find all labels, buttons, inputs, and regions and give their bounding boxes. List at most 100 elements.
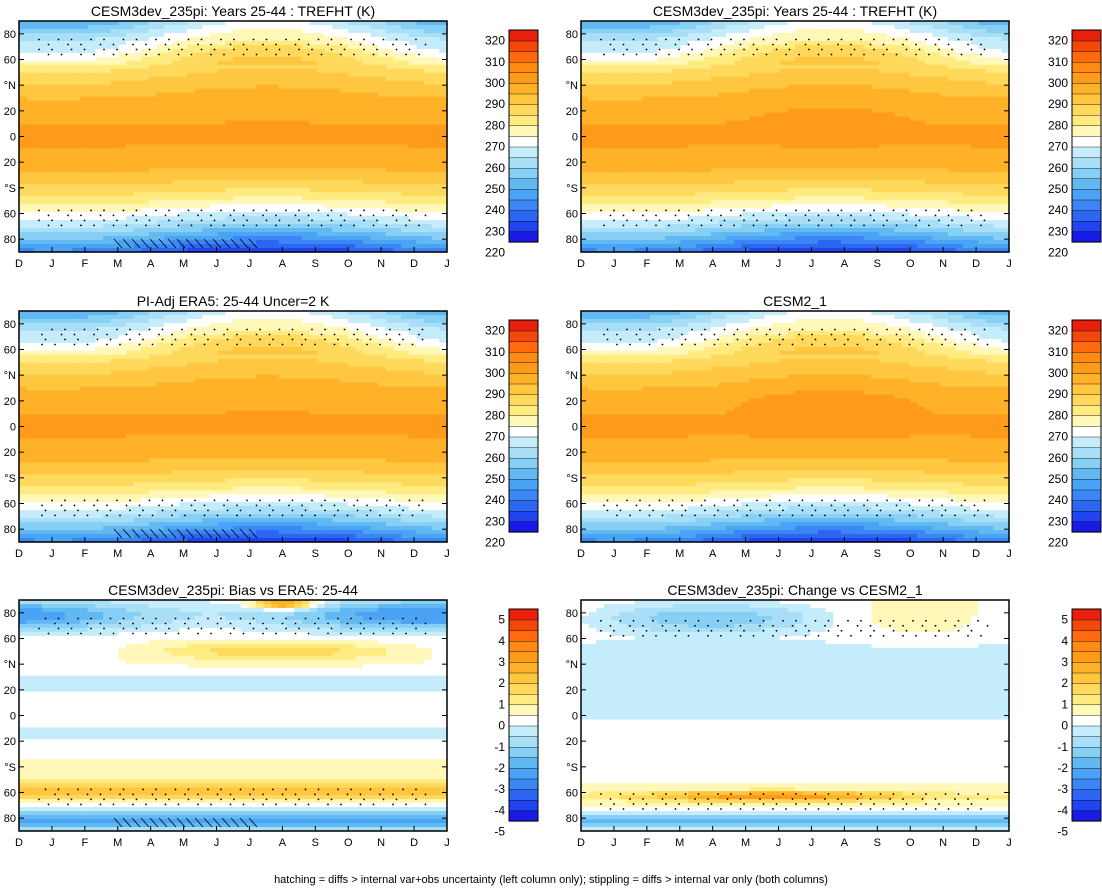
heatmap-cell (294, 176, 303, 181)
heatmap-cell (672, 104, 681, 110)
heatmap-cell (764, 64, 773, 70)
heatmap-cell (665, 48, 674, 54)
heatmap-cell (642, 40, 651, 46)
heatmap-cell (370, 40, 379, 46)
heatmap-cell (49, 240, 58, 245)
heatmap-cell (309, 48, 318, 54)
heatmap-cell (416, 88, 425, 94)
heatmap-cell (581, 216, 590, 221)
heatmap-cell (225, 244, 234, 249)
heatmap-cell (596, 92, 605, 98)
heatmap-cell (301, 248, 311, 253)
heatmap-cell (764, 100, 773, 106)
heatmap-cell (217, 48, 226, 54)
heatmap-cell (194, 100, 204, 106)
heatmap-cell (688, 196, 697, 201)
heatmap-cell (49, 160, 58, 165)
heatmap-cell (57, 36, 66, 42)
heatmap-cell (49, 88, 58, 94)
heatmap-cell (164, 188, 173, 193)
heatmap-cell (634, 108, 643, 114)
heatmap-cell (278, 100, 288, 106)
heatmap-cell (726, 128, 735, 134)
heatmap-cell (733, 168, 743, 173)
heatmap-cell (362, 136, 372, 142)
heatmap-cell (642, 28, 651, 34)
heatmap-cell (217, 192, 226, 197)
heatmap-cell (657, 132, 666, 138)
heatmap-cell (733, 72, 743, 78)
heatmap-cell (340, 208, 349, 213)
heatmap-cell (642, 164, 651, 169)
heatmap-cell (118, 160, 127, 165)
hatch-line (221, 238, 231, 249)
heatmap-cell (317, 160, 326, 165)
heatmap-cell (324, 228, 333, 233)
heatmap-cell (194, 68, 204, 74)
heatmap-cell (194, 72, 204, 78)
heatmap-cell (164, 136, 173, 142)
heatmap-cell (603, 204, 613, 209)
heatmap-cell (233, 180, 242, 185)
heatmap-cell (393, 180, 402, 185)
heatmap-cell (26, 120, 35, 126)
heatmap-cell (355, 248, 364, 253)
heatmap-cell (87, 80, 97, 86)
heatmap-cell (118, 40, 127, 46)
heatmap-cell (611, 188, 620, 193)
heatmap-cell (603, 208, 613, 213)
heatmap-cell (611, 192, 620, 197)
heatmap-cell (286, 248, 295, 253)
heatmap-cell (764, 180, 773, 185)
heatmap-cell (703, 120, 712, 126)
heatmap-cell (393, 60, 402, 66)
heatmap-cell (324, 44, 333, 50)
heatmap-cell (233, 140, 242, 146)
y-tick-label: °N (4, 80, 16, 92)
heatmap-cell (596, 156, 605, 161)
heatmap-cell (194, 228, 204, 233)
heatmap-cell (87, 240, 97, 245)
heatmap-cell (703, 196, 712, 201)
heatmap-cell (317, 148, 326, 154)
heatmap-cell (210, 72, 219, 78)
heatmap-cell (210, 28, 219, 34)
stippling (38, 38, 427, 227)
heatmap-cell (95, 212, 104, 217)
heatmap-cell (619, 68, 628, 74)
heatmap-cell (87, 172, 97, 177)
heatmap-cell (156, 184, 165, 189)
heatmap-cell (179, 124, 188, 130)
colorbar-label: 230 (485, 224, 505, 238)
heatmap-cell (26, 84, 35, 90)
heatmap-cell (95, 40, 104, 46)
heatmap-cell (665, 212, 674, 217)
heatmap-cell (393, 80, 402, 86)
heatmap-cell (64, 196, 74, 201)
heatmap-cell (80, 24, 89, 30)
heatmap-cell (72, 200, 81, 205)
heatmap-cell (401, 232, 410, 237)
heatmap-cell (408, 96, 418, 102)
heatmap-cell (439, 216, 448, 221)
x-tick-label: D (15, 258, 23, 270)
heatmap-cell (141, 48, 150, 54)
heatmap-cell (309, 76, 318, 82)
heatmap-cell (385, 116, 395, 122)
heatmap-cell (642, 188, 651, 193)
heatmap-cell (401, 188, 410, 193)
heatmap-cell (194, 152, 204, 158)
stipple-dot (125, 53, 128, 56)
heatmap-cell (688, 224, 697, 229)
heatmap-cell (401, 80, 410, 86)
stipple-dot (382, 38, 385, 41)
heatmap-cell (603, 216, 613, 221)
heatmap-cell (581, 156, 590, 161)
heatmap-cell (133, 112, 142, 118)
heatmap-cell (233, 36, 242, 42)
heatmap-cell (210, 232, 219, 237)
heatmap-cell (294, 104, 303, 110)
heatmap-cell (41, 128, 51, 134)
heatmap-cell (80, 200, 89, 205)
heatmap-cell (741, 104, 750, 110)
